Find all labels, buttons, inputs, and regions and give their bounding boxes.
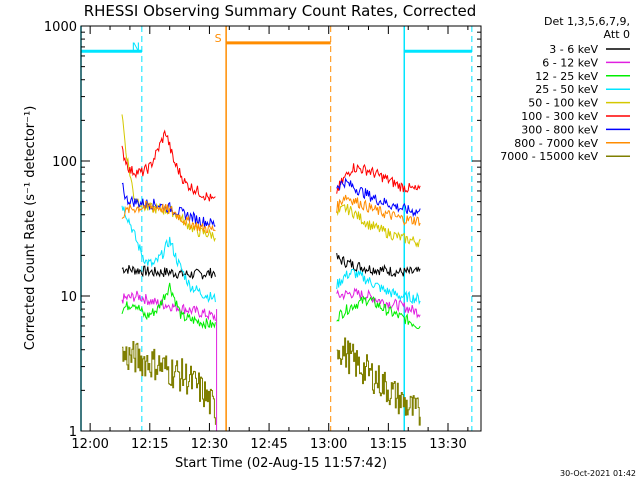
x-tick-label: 12:45 <box>250 437 287 452</box>
x-axis-label: Start Time (02-Aug-15 11:57:42) <box>175 456 387 471</box>
series-line <box>336 163 421 194</box>
series-line <box>336 253 421 277</box>
y-tick-label: 100 <box>52 155 77 170</box>
y-axis-label: Corrected Count Rate (s⁻¹ detector⁻¹) <box>23 106 38 351</box>
plot-frame <box>80 25 482 432</box>
series-line <box>336 287 421 319</box>
flag-label: N <box>132 40 140 53</box>
legend-label: 7000 - 15000 keV <box>500 150 598 163</box>
y-tick-label: 1 <box>69 425 77 440</box>
series-line <box>336 194 421 226</box>
legend-label: 300 - 800 keV <box>521 123 598 136</box>
legend-label: 50 - 100 keV <box>528 97 598 110</box>
x-tick-label: 12:30 <box>191 437 228 452</box>
series-line <box>121 200 216 234</box>
timestamp: 30-Oct-2021 01:42 <box>560 469 636 478</box>
series-line <box>121 205 216 304</box>
legend-label: 12 - 25 keV <box>535 70 598 83</box>
series-line <box>121 282 216 329</box>
legend-label: 100 - 300 keV <box>521 110 598 123</box>
y-tick-label: 10 <box>60 290 77 305</box>
x-tick-label: 13:00 <box>310 437 347 452</box>
x-tick-label: 13:15 <box>370 437 407 452</box>
legend-label: 25 - 50 keV <box>535 83 598 96</box>
series-line <box>336 177 421 218</box>
flag-label: S <box>215 32 222 45</box>
legend-label: 800 - 7000 keV <box>514 137 598 150</box>
series-line <box>336 203 421 248</box>
legend-header-1: Det 1,3,5,6,7,9, <box>544 15 630 28</box>
legend-header-2: Att 0 <box>604 28 630 41</box>
series-line <box>336 268 421 305</box>
series-line <box>122 341 216 425</box>
chart-title: RHESSI Observing Summary Count Rates, Co… <box>84 2 477 20</box>
x-tick-label: 12:15 <box>131 437 168 452</box>
x-tick-label: 13:30 <box>429 437 466 452</box>
series-line <box>121 265 216 280</box>
y-tick-label: 1000 <box>44 20 77 35</box>
series-line <box>121 182 216 228</box>
series-line <box>336 295 421 330</box>
legend-label: 3 - 6 keV <box>549 43 598 56</box>
legend-label: 6 - 12 keV <box>542 56 598 69</box>
x-tick-label: 12:00 <box>71 437 108 452</box>
series-line <box>336 337 421 426</box>
series-line <box>121 290 216 321</box>
series-line <box>121 129 216 202</box>
